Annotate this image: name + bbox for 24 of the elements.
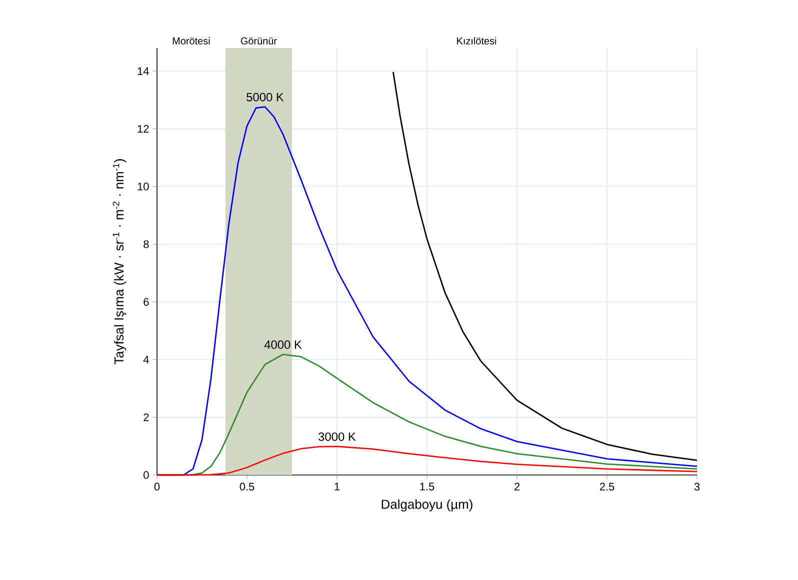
x-tick-label: 3 xyxy=(694,482,700,491)
series-label: 3000 K xyxy=(318,432,356,441)
text: Kızılötesi xyxy=(457,37,496,44)
x-tick-label: 1.5 xyxy=(420,482,434,490)
series-label: 4000 K xyxy=(264,340,302,349)
x-tick-label: 0 xyxy=(154,482,160,491)
y-tick-label: 14 xyxy=(138,67,149,75)
band-label: Görünür xyxy=(240,37,277,44)
y-tick-label: 10 xyxy=(138,182,149,190)
x-tick-label: 2.5 xyxy=(600,482,614,491)
x-tick-label: 2 xyxy=(514,482,520,490)
line-series xyxy=(392,71,698,461)
x-tick-label: 1 xyxy=(334,482,340,490)
y-tick-label: 4 xyxy=(143,356,149,364)
y-tick-label: 2 xyxy=(144,413,149,422)
y-tick-label: 8 xyxy=(144,240,149,248)
y-tick-label: 6 xyxy=(144,298,149,306)
x-axis-title: Dalgaboyu (µm) xyxy=(382,499,472,512)
x-tick-label: 0.5 xyxy=(240,482,254,491)
y-axis-title: Tayfsal Işıma (kW · sr$^{-1}$ · m$^{-2}$ · nm$^{-1}$) xyxy=(112,159,126,364)
series-label: 5000 K xyxy=(246,92,284,102)
text: Morötesi xyxy=(172,37,210,44)
y-tick-label: 0 xyxy=(144,471,149,479)
y-tick-label: 12 xyxy=(138,124,149,133)
